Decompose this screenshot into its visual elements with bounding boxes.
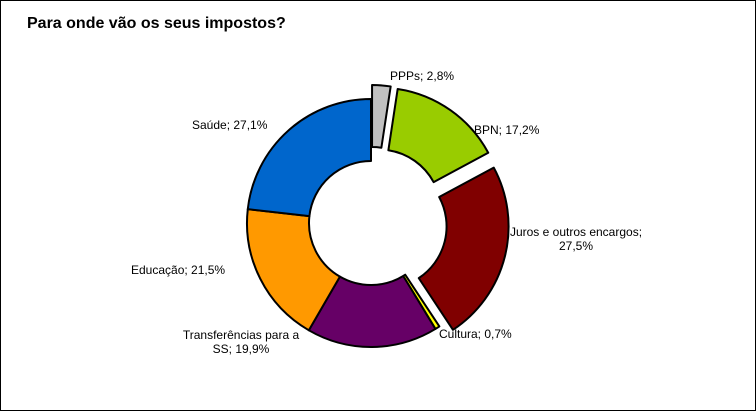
slice-2	[417, 166, 510, 331]
slice-label-6: Saúde; 27,1%	[192, 118, 268, 132]
slice-label-0: PPPs; 2,8%	[390, 69, 454, 83]
slice-6	[246, 98, 372, 218]
slice-label-2: Juros e outros encargos; 27,5%	[510, 225, 642, 253]
slice-label-1: BPN; 17,2%	[474, 123, 540, 137]
slice-5	[246, 208, 341, 332]
slice-label-3: Cultura; 0,7%	[439, 327, 512, 341]
chart-title: Para onde vão os seus impostos?	[27, 15, 286, 32]
slice-0	[371, 84, 392, 149]
slice-1	[387, 87, 490, 184]
slice-label-5: Educação; 21,5%	[131, 263, 225, 277]
slice-label-4: Transferências para a SS; 19,9%	[183, 328, 300, 356]
